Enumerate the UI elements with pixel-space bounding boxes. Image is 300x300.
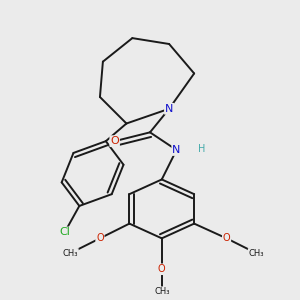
Text: O: O: [158, 264, 166, 274]
Text: O: O: [110, 136, 119, 146]
Text: O: O: [223, 233, 230, 243]
Text: N: N: [165, 104, 173, 114]
Text: O: O: [96, 233, 104, 243]
Text: CH₃: CH₃: [63, 249, 78, 258]
Text: CH₃: CH₃: [248, 249, 264, 258]
Text: Cl: Cl: [59, 227, 70, 237]
Text: CH₃: CH₃: [154, 287, 170, 296]
Text: N: N: [172, 145, 181, 155]
Text: methoxy: methoxy: [68, 252, 74, 254]
Text: H: H: [198, 143, 205, 154]
